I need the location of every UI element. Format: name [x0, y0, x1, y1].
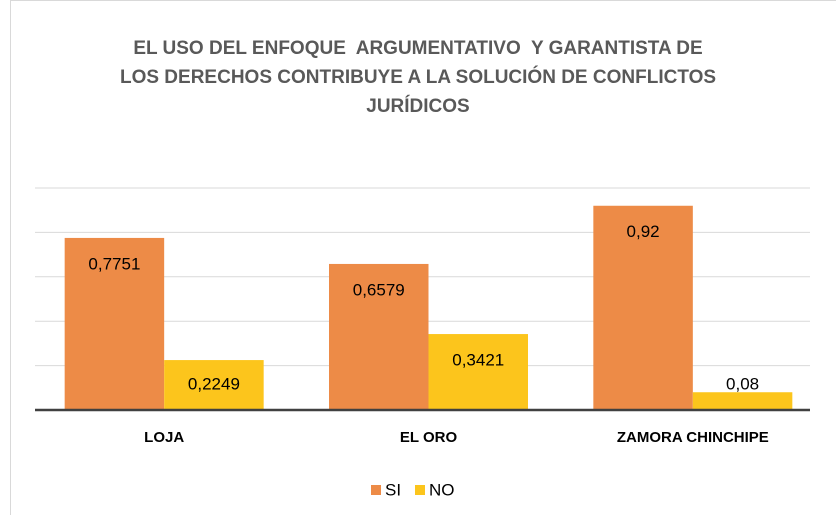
bar	[428, 334, 528, 410]
legend-swatch	[415, 485, 425, 495]
x-tick-label: LOJA	[144, 429, 184, 446]
bar	[329, 263, 429, 410]
data-label: 0,7751	[88, 254, 140, 273]
legend-label: SI	[385, 480, 401, 499]
bar	[164, 360, 264, 410]
bar	[593, 205, 693, 410]
legend-swatch	[371, 485, 381, 495]
data-label: 0,6579	[353, 280, 405, 299]
x-tick-label: EL ORO	[400, 429, 458, 446]
legend-label: NO	[429, 480, 455, 499]
data-label: 0,2249	[188, 374, 240, 393]
data-label: 0,92	[627, 222, 660, 241]
chart-title: EL USO DEL ENFOQUE ARGUMENTATIVO Y GARAN…	[119, 38, 722, 117]
bar	[692, 392, 793, 410]
frame-border	[10, 0, 836, 515]
data-label: 0,3421	[452, 351, 504, 370]
bar	[64, 237, 165, 410]
data-label: 0,08	[726, 374, 759, 393]
x-tick-label: ZAMORA CHINCHIPE	[617, 429, 769, 446]
